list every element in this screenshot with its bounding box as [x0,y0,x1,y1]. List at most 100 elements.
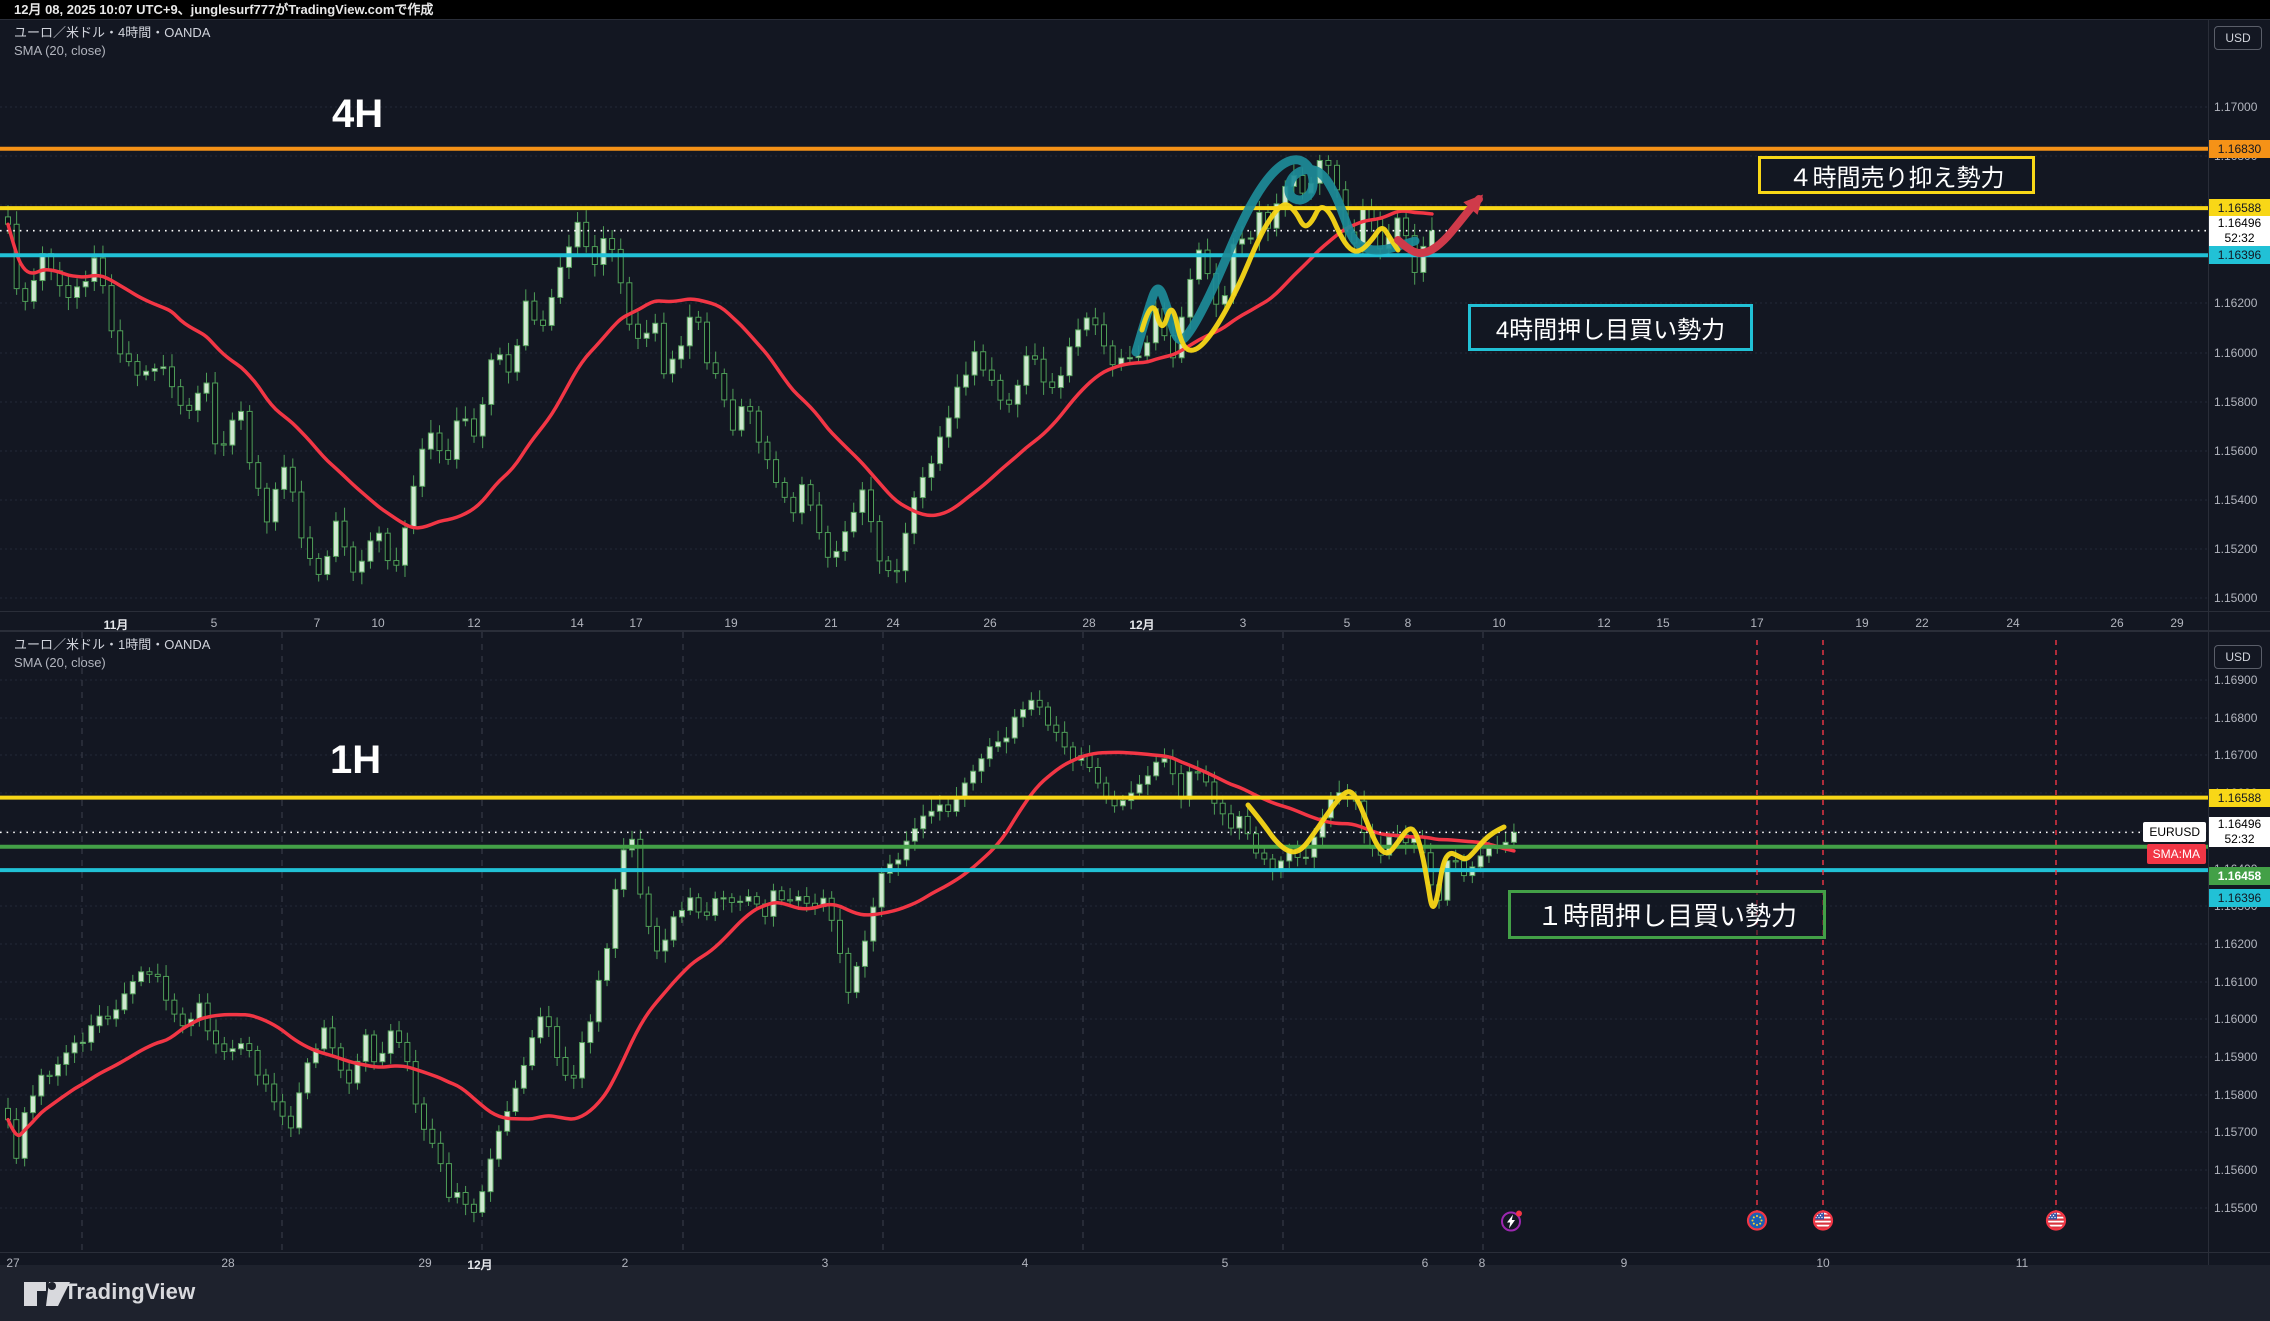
time-axis-label[interactable]: 5 [1343,616,1351,630]
teal-momentum-arrow[interactable] [1131,155,1420,357]
current-price-countdown: 52:32 [2224,231,2255,245]
time-axis-label[interactable]: 29 [2170,616,2184,630]
time-axis-label[interactable]: 24 [886,616,900,630]
time-axis-label[interactable]: 24 [2006,616,2020,630]
current-price-countdown: 52:32 [2224,832,2255,846]
y-axis-tick[interactable]: 1.16000 [2214,1012,2258,1026]
time-axis-label[interactable]: 28 [221,1256,235,1270]
series-tag-SMA:MA: SMA:MA [2146,844,2206,864]
y-axis-tick[interactable]: 1.15500 [2214,1201,2258,1215]
time-axis-label[interactable]: 26 [2110,616,2124,630]
tradingview-logo-icon[interactable] [22,1278,74,1308]
red-projection-arrow[interactable] [1394,195,1483,257]
time-axis-label[interactable]: 19 [1855,616,1869,630]
indicator-label-1h: SMA (20, close) [14,655,106,670]
chart-pane-4h: ユーロ／米ドル・4時間・OANDA SMA (20, close) 4H USD… [0,20,2270,632]
time-axis-label[interactable]: 5 [1221,1256,1229,1270]
time-axis-label[interactable]: 3 [1239,616,1247,630]
symbol-title-4h: ユーロ／米ドル・4時間・OANDA [14,25,211,40]
y-axis-tick[interactable]: 1.15800 [2214,395,2258,409]
economic-event-icon-us[interactable] [1810,1208,1836,1239]
y-axis-tick[interactable]: 1.16000 [2214,346,2258,360]
current-price-label: 1.16496 52:32 [2209,817,2270,847]
yellow-zigzag-1h[interactable] [1245,789,1507,909]
time-axis-label[interactable]: 8 [1404,616,1412,630]
time-axis-separator [0,1252,2270,1253]
time-axis-label[interactable]: 12 [1597,616,1611,630]
red-projection-arrow-arrowhead [1463,194,1484,215]
time-axis-label[interactable]: 19 [724,616,738,630]
y-axis-tick[interactable]: 1.16700 [2214,748,2258,762]
y-axis-tick[interactable]: 1.15800 [2214,1088,2258,1102]
time-axis-label[interactable]: 10 [1816,1256,1830,1270]
economic-event-icon-us[interactable] [2043,1208,2069,1239]
time-axis-label[interactable]: 14 [570,616,584,630]
timeframe-label-1h: 1H [330,738,382,782]
currency-button-1h[interactable]: USD [2214,645,2262,669]
y-axis-tick[interactable]: 1.15000 [2214,591,2258,605]
time-axis-label[interactable]: 21 [824,616,838,630]
y-axis-tick[interactable]: 1.15400 [2214,493,2258,507]
time-axis-label[interactable]: 27 [6,1256,20,1270]
symbol-title-block-1h: ユーロ／米ドル・1時間・OANDA SMA (20, close) [14,636,210,672]
time-axis-label[interactable]: 12月 [467,1258,493,1272]
indicator-label-4h: SMA (20, close) [14,43,106,58]
time-axis-label[interactable]: 6 [1421,1256,1429,1270]
time-axis-label[interactable]: 10 [371,616,385,630]
yellow-zigzag-4h[interactable] [1139,202,1401,353]
time-axis-label[interactable]: 8 [1478,1256,1486,1270]
y-axis-tick[interactable]: 1.16800 [2214,711,2258,725]
time-axis-label[interactable]: 17 [629,616,643,630]
time-axis-label[interactable]: 11 [2015,1256,2029,1270]
currency-button-4h[interactable]: USD [2214,26,2262,50]
chart-pane-1h: ユーロ／米ドル・1時間・OANDA SMA (20, close) 1H USD… [0,632,2270,1272]
time-axis-label[interactable]: 22 [1915,616,1929,630]
y-axis-tick[interactable]: 1.15200 [2214,542,2258,556]
time-axis-label[interactable]: 28 [1082,616,1096,630]
y-axis-tick[interactable]: 1.15600 [2214,1163,2258,1177]
economic-event-icon-alert[interactable] [1499,1208,1525,1239]
economic-event-icon-eu[interactable] [1744,1208,1770,1239]
time-axis-label[interactable]: 9 [1620,1256,1628,1270]
y-axis-tick[interactable]: 1.16100 [2214,975,2258,989]
time-axis-label[interactable]: 10 [1492,616,1506,630]
y-axis-tick[interactable]: 1.15700 [2214,1125,2258,1139]
y-axis-tick[interactable]: 1.15600 [2214,444,2258,458]
tradingview-brand-text[interactable]: TradingView [64,1279,196,1304]
y-axis-tick[interactable]: 1.17000 [2214,100,2258,114]
time-axis-label[interactable]: 5 [210,616,218,630]
price-level-label: 1.16830 [2209,140,2270,158]
time-axis-label[interactable]: 2 [621,1256,629,1270]
y-axis-tick[interactable]: 1.15900 [2214,1050,2258,1064]
time-axis-label[interactable]: 11月 [103,618,129,632]
time-axis-label[interactable]: 26 [983,616,997,630]
annotation-callout[interactable]: 4時間押し目買い勢力 [1468,304,1753,351]
candles-layer [5,154,1435,585]
time-axis-label[interactable]: 17 [1750,616,1764,630]
y-axis-tick[interactable]: 1.16200 [2214,296,2258,310]
time-axis-label[interactable]: 12 [467,616,481,630]
price-chart-canvas[interactable] [0,20,2270,630]
created-by-text: 12月 08, 2025 10:07 UTC+9、junglesurf777がT… [14,2,434,17]
price-axis-separator [2208,20,2209,630]
y-axis-tick[interactable]: 1.16900 [2214,673,2258,687]
price-axis-separator [2208,632,2209,1265]
current-price-value: 1.16496 [2217,817,2262,831]
price-chart-canvas[interactable] [0,632,2270,1265]
time-axis-label[interactable]: 4 [1021,1256,1029,1270]
series-tag-EURUSD: EURUSD [2143,822,2206,842]
current-price-value: 1.16496 [2217,216,2262,230]
annotation-callout[interactable]: ４時間売り抑え勢力 [1758,156,2035,194]
y-axis-tick[interactable]: 1.16200 [2214,937,2258,951]
sma-20-line [6,209,1434,530]
time-axis-label[interactable]: 7 [313,616,321,630]
time-axis-label[interactable]: 12月 [1129,618,1155,632]
candles-layer [5,690,1517,1223]
annotation-callout[interactable]: １時間押し目買い勢力 [1508,890,1826,939]
time-axis-label[interactable]: 29 [418,1256,432,1270]
snapshot-header: 12月 08, 2025 10:07 UTC+9、junglesurf777がT… [0,0,2270,20]
time-axis-label[interactable]: 3 [821,1256,829,1270]
footer-bar: TradingView [0,1265,2270,1321]
time-axis-label[interactable]: 15 [1656,616,1670,630]
price-level-label: 1.16396 [2209,889,2270,907]
